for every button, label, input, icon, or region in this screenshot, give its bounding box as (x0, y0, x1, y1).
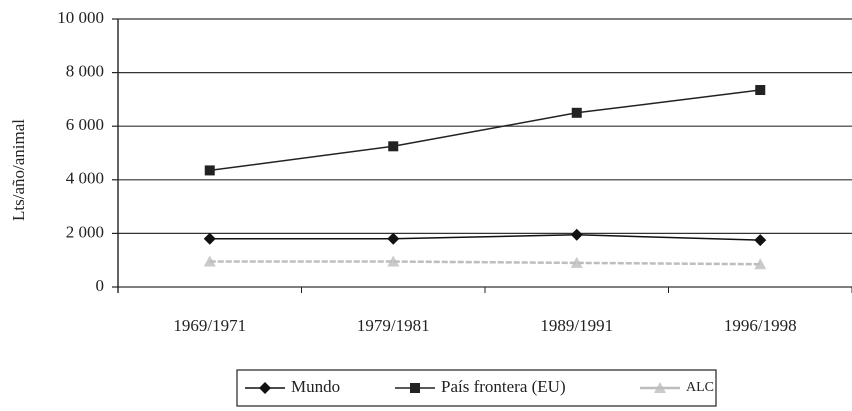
x-tick-label: 1979/1981 (357, 316, 430, 335)
series-line (209, 233, 761, 241)
x-tick-label: 1996/1998 (724, 316, 797, 335)
y-tick-label: 4 000 (66, 169, 104, 188)
y-tick-label: 10 000 (57, 8, 104, 27)
marker (755, 85, 766, 96)
y-tick-label: 2 000 (66, 222, 104, 241)
y-tick-label: 6 000 (66, 115, 104, 134)
marker (571, 107, 582, 118)
marker (570, 256, 583, 268)
marker (203, 232, 216, 245)
y-axis-label: Lts/año/animal (9, 119, 28, 221)
legend-label: País frontera (EU) (441, 377, 566, 396)
marker (410, 383, 420, 393)
series-line (209, 260, 761, 266)
marker (259, 382, 271, 394)
x-tick-label: 1969/1971 (173, 316, 246, 335)
series-line (209, 89, 761, 172)
marker (654, 382, 666, 393)
marker (754, 234, 767, 247)
legend-label: ALC (686, 380, 714, 395)
marker (387, 232, 400, 245)
marker (203, 255, 216, 267)
marker (388, 141, 399, 152)
legend-box (236, 369, 717, 407)
marker (387, 255, 400, 267)
marker (754, 258, 767, 270)
x-tick-label: 1989/1991 (540, 316, 613, 335)
legend-label: Mundo (291, 377, 340, 396)
marker (570, 228, 583, 241)
y-tick-label: 0 (96, 276, 105, 295)
y-tick-label: 8 000 (66, 62, 104, 81)
marker (204, 165, 215, 176)
